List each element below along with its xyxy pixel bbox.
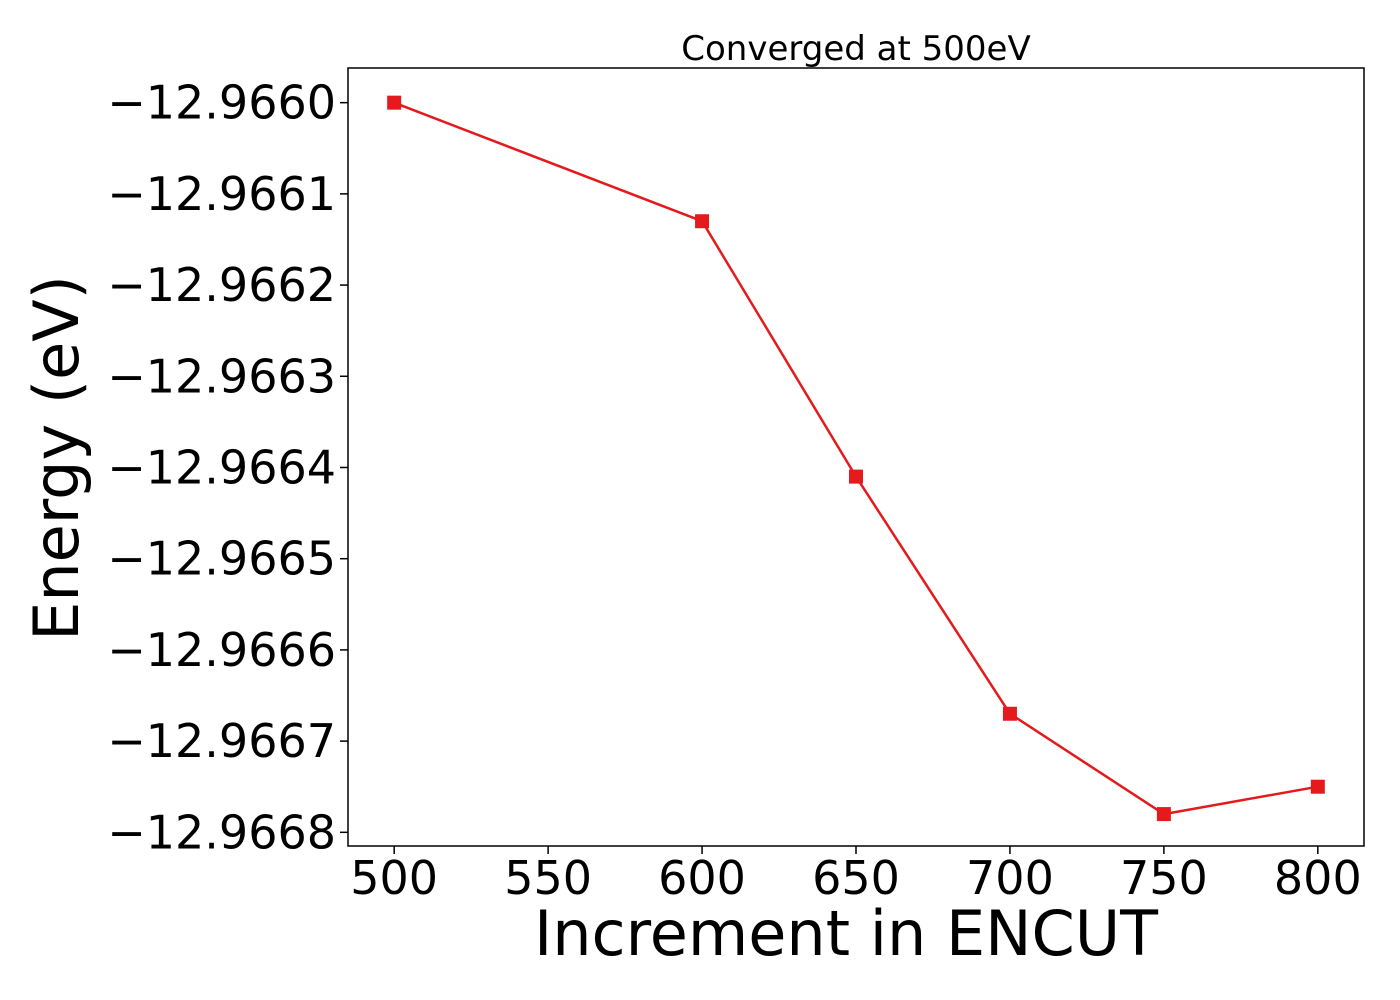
y-axis: −12.9660 −12.9661 −12.9662 −12.9663 −12.9664… [107,76,348,859]
y-tick-label: −12.9663 [107,349,336,403]
x-tick-label: 600 [658,851,746,905]
data-point-marker [849,469,863,484]
x-axis: 500 550 600 650 700 750 800 [350,846,1362,905]
data-point-marker [695,214,710,229]
series-layer [387,95,1325,822]
plot-area-frame [347,67,1365,847]
x-axis-label: Increment in ENCUT [534,897,1159,970]
x-tick-label: 650 [812,851,900,905]
x-tick-label: 550 [504,851,592,905]
x-tick-label: 800 [1274,851,1362,905]
x-tick-label: 750 [1120,851,1208,905]
y-tick-label: −12.9660 [107,76,336,130]
y-tick-label: −12.9668 [107,805,336,859]
y-tick-label: −12.9666 [107,623,336,677]
data-point-marker [1156,807,1171,822]
y-tick-label: −12.9665 [107,532,336,586]
data-point-marker [387,95,402,110]
data-point-marker [1002,706,1017,721]
y-axis-label: Energy (eV) [20,275,93,641]
y-tick-label: −12.9661 [107,167,336,221]
x-tick-label: 700 [966,851,1054,905]
energy-series-line [393,101,1319,816]
x-tick-label: 500 [350,851,438,905]
chart-title: Converged at 500eV [681,29,1030,69]
y-tick-label: −12.9667 [107,714,336,768]
y-tick-label: −12.9664 [107,440,336,494]
y-tick-label: −12.9662 [107,258,336,312]
data-point-marker [1310,779,1325,794]
